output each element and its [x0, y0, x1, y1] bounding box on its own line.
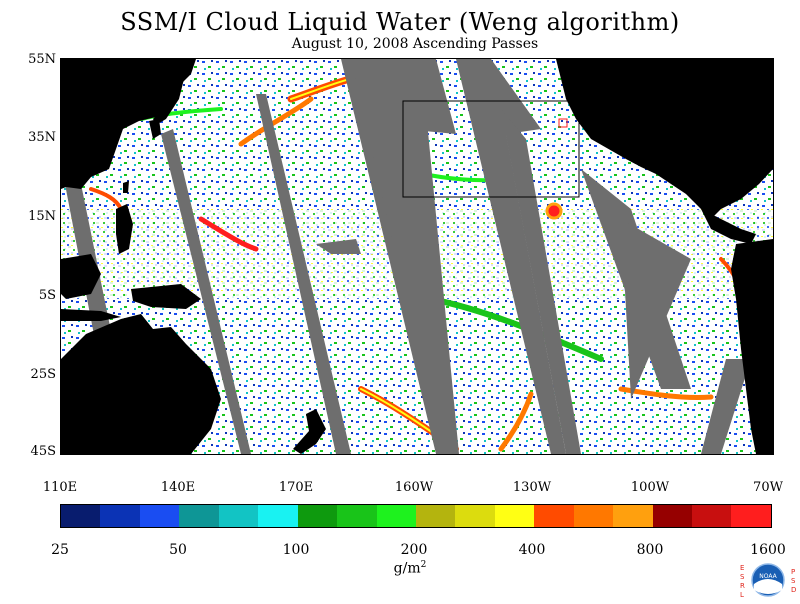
colorbar-segment [415, 505, 456, 527]
colorbar-segment [573, 505, 614, 527]
logo-letter: R [740, 582, 745, 590]
map-panel [60, 58, 774, 455]
colorbar-segment [376, 505, 416, 527]
australia-landmass [61, 314, 221, 454]
lat-label: 35N [28, 130, 56, 145]
lat-label: 15N [28, 209, 56, 224]
logo-letter: P [791, 568, 795, 576]
colorbar-label: 400 [518, 542, 546, 558]
region-outline-box [402, 100, 580, 198]
units-label: g/m2 [393, 560, 427, 577]
noaa-emblem-text: NOAA [759, 573, 777, 580]
lat-label: 45S [30, 444, 56, 459]
lon-label: 70W [753, 480, 783, 495]
storm-system [545, 202, 563, 220]
colorbar-segment [692, 505, 732, 527]
logo-letter: S [740, 573, 745, 581]
colorbar-label: 25 [51, 542, 69, 558]
logo-letter: E [740, 564, 744, 572]
new-zealand-islands [293, 409, 326, 454]
lon-label: 110E [42, 480, 78, 495]
lon-label: 130W [512, 480, 552, 495]
japan-islands [153, 71, 186, 125]
colorbar-segment [731, 505, 771, 527]
colorbar-segment [179, 505, 219, 527]
colorbar-label: 200 [400, 542, 428, 558]
colorbar-label: 800 [636, 542, 664, 558]
central-america-landmass [701, 209, 756, 244]
taiwan-island [123, 181, 129, 193]
korea-peninsula [149, 119, 161, 139]
borneo-island [61, 254, 101, 299]
south-america-landmass [731, 239, 773, 454]
colorbar-label: 50 [169, 542, 187, 558]
colorbar-segment [652, 505, 692, 527]
colorbar-segment [494, 505, 535, 527]
logo-letter: D [791, 586, 796, 594]
tasmania-island [179, 447, 191, 454]
landmasses [61, 59, 773, 454]
colorbar-segment [258, 505, 298, 527]
map-title: SSM/I Cloud Liquid Water (Weng algorithm… [120, 8, 680, 36]
colorbar-label: 100 [282, 542, 310, 558]
colorbar-label: 1600 [750, 542, 786, 558]
lon-label: 100W [630, 480, 670, 495]
colorbar-segment [61, 505, 101, 527]
colorbar-segment [455, 505, 495, 527]
colorbar-segment [139, 505, 180, 527]
lat-label: 5S [38, 288, 56, 303]
philippines-islands [116, 204, 133, 254]
map-subtitle: August 10, 2008 Ascending Passes [291, 36, 539, 52]
colorbar-segment [613, 505, 653, 527]
lat-label: 55N [28, 52, 56, 67]
map-canvas [61, 59, 773, 454]
lon-label: 170E [278, 480, 314, 495]
colorbar-segment [297, 505, 338, 527]
colorbar-segment [100, 505, 140, 527]
lon-label: 140E [160, 480, 196, 495]
colorbar [60, 504, 772, 528]
lat-label: 25S [30, 367, 56, 382]
colorbar-segment [534, 505, 574, 527]
lon-label: 160W [394, 480, 434, 495]
asia-landmass [61, 59, 196, 189]
logo-letter: L [740, 591, 744, 599]
indonesia-islands [61, 309, 121, 321]
colorbar-segment [337, 505, 377, 527]
data-gaps [64, 59, 751, 454]
north-america-landmass [556, 59, 773, 219]
logo-letter: S [791, 577, 796, 585]
noaa-logo: E S R L NOAA P S D [738, 560, 798, 600]
colorbar-segment [218, 505, 259, 527]
station-marker [558, 118, 568, 128]
new-guinea-island [131, 284, 201, 309]
